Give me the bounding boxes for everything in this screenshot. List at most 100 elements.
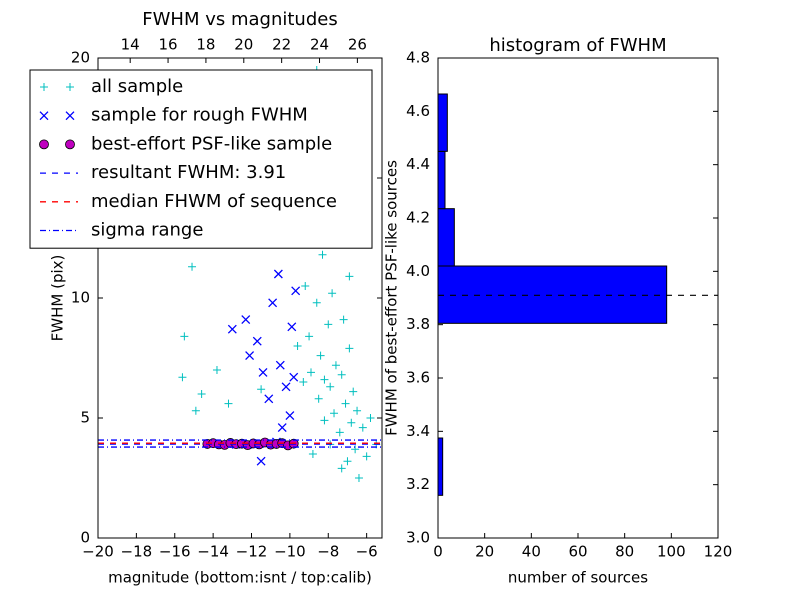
x-marker — [256, 456, 266, 466]
legend-marker — [39, 139, 49, 150]
plus-marker — [339, 315, 348, 324]
y-axis-label: FWHM of best-effort PSF-like sources — [383, 160, 401, 436]
plus-marker — [178, 373, 187, 382]
plus-marker — [320, 375, 329, 384]
plus-marker — [212, 366, 221, 374]
plus-marker — [335, 428, 344, 437]
legend-label: best-effort PSF-like sample — [91, 133, 332, 154]
y-tick-label: 3.0 — [406, 529, 430, 547]
bar — [438, 150, 446, 210]
legend-marker — [40, 83, 48, 91]
x-axis-label: magnitude (bottom:isnt / top:calib) — [108, 569, 372, 587]
x2-tick-label: 26 — [348, 36, 367, 54]
x-marker — [227, 324, 237, 334]
x-tick-label: −6 — [356, 543, 378, 561]
bar — [438, 437, 444, 496]
x-marker — [245, 351, 255, 361]
plus-marker — [180, 332, 189, 341]
y-tick-label: 5 — [80, 409, 90, 427]
plus-marker — [312, 298, 321, 307]
plus-marker — [354, 474, 363, 482]
x2-tick-label: 16 — [159, 36, 178, 54]
plus-marker — [307, 368, 315, 377]
legend-label: sample for rough FWHM — [91, 105, 308, 126]
y-tick-label: 4.6 — [406, 102, 430, 120]
plus-marker — [318, 250, 327, 259]
plus-marker — [345, 272, 354, 281]
plus-marker — [326, 382, 335, 391]
plus-marker — [299, 378, 308, 386]
plus-marker — [257, 385, 266, 394]
legend-label: median FHWM of sequence — [91, 191, 337, 212]
legend-marker — [65, 139, 75, 150]
x-tick-label: 80 — [615, 543, 634, 561]
plus-marker — [314, 394, 323, 403]
y-tick-label: 3.4 — [406, 422, 430, 440]
plus-marker — [337, 370, 346, 379]
plot-area — [98, 66, 382, 482]
x-marker — [291, 286, 301, 296]
legend-marker — [65, 111, 75, 121]
plus-marker — [358, 423, 367, 432]
y-tick-label: 4.2 — [406, 209, 430, 227]
plus-marker — [341, 399, 350, 408]
x-marker — [268, 298, 278, 308]
x-tick-label: −12 — [236, 543, 268, 561]
axes-frame — [437, 57, 719, 539]
plus-marker — [301, 282, 310, 290]
plus-marker — [188, 262, 197, 271]
x-marker — [264, 394, 274, 404]
x-tick-label: −16 — [159, 543, 191, 561]
legend-marker — [39, 111, 49, 121]
x-marker — [258, 367, 268, 377]
legend-marker — [66, 83, 74, 91]
plus-marker — [328, 289, 337, 298]
plus-marker — [351, 445, 360, 454]
y-tick-label: 0 — [80, 529, 90, 547]
plus-marker — [349, 387, 358, 396]
y-tick-label: 4.0 — [406, 262, 430, 280]
plus-marker — [347, 418, 356, 427]
y-tick-label: 4.4 — [406, 155, 430, 173]
y-tick-label: 3.2 — [406, 475, 430, 493]
x-tick-label: −20 — [82, 543, 114, 561]
plus-marker — [316, 351, 325, 360]
legend-label: all sample — [91, 76, 183, 97]
x-tick-label: −8 — [317, 543, 339, 561]
plot-area — [438, 93, 718, 496]
legend-box — [29, 69, 373, 249]
plus-marker — [366, 414, 375, 422]
x-tick-label: −10 — [274, 543, 306, 561]
x-marker — [287, 322, 297, 332]
x-tick-label: 40 — [522, 543, 541, 561]
y-tick-label: 10 — [71, 289, 90, 307]
x-tick-label: 20 — [475, 543, 494, 561]
y-axis-label: FWHM (pix) — [49, 255, 67, 342]
plus-marker — [337, 464, 346, 473]
plus-marker — [305, 332, 314, 341]
x-marker — [273, 269, 283, 279]
legend-label: sigma range — [91, 220, 203, 241]
plus-marker — [362, 452, 371, 461]
x2-tick-label: 24 — [310, 36, 329, 54]
x-marker — [281, 382, 291, 392]
x-tick-label: 120 — [704, 543, 733, 561]
plus-marker — [224, 399, 233, 408]
bar — [438, 208, 455, 267]
bar — [438, 93, 448, 152]
y-tick-label: 3.8 — [406, 315, 430, 333]
x-tick-label: −14 — [197, 543, 229, 561]
plus-marker — [324, 320, 333, 329]
plus-marker — [345, 344, 354, 353]
x-axis-label: number of sources — [508, 569, 648, 587]
x-marker — [289, 372, 299, 382]
y-tick-label: 20 — [71, 49, 90, 67]
plus-marker — [353, 406, 362, 415]
x-tick-label: 0 — [433, 543, 443, 561]
x-marker — [252, 336, 262, 346]
plus-marker — [330, 409, 339, 418]
plus-marker — [308, 450, 317, 458]
plus-marker — [331, 361, 340, 370]
x-tick-label: −18 — [121, 543, 153, 561]
